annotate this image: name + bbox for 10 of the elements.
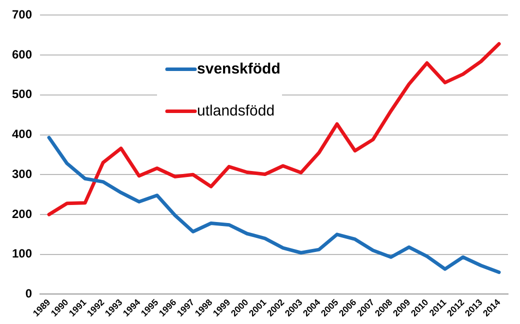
y-tick-label: 100	[12, 246, 32, 261]
y-tick-label: 200	[12, 206, 32, 221]
y-tick-label: 700	[12, 8, 32, 22]
legend-label: svenskfödd	[197, 60, 280, 78]
legend-label: utlandsfödd	[197, 102, 275, 120]
y-tick-label: 300	[12, 166, 32, 181]
y-tick-label: 600	[12, 47, 32, 62]
y-tick-label: 0	[25, 286, 32, 301]
y-tick-label: 400	[12, 127, 32, 142]
y-tick-label: 500	[12, 87, 32, 102]
